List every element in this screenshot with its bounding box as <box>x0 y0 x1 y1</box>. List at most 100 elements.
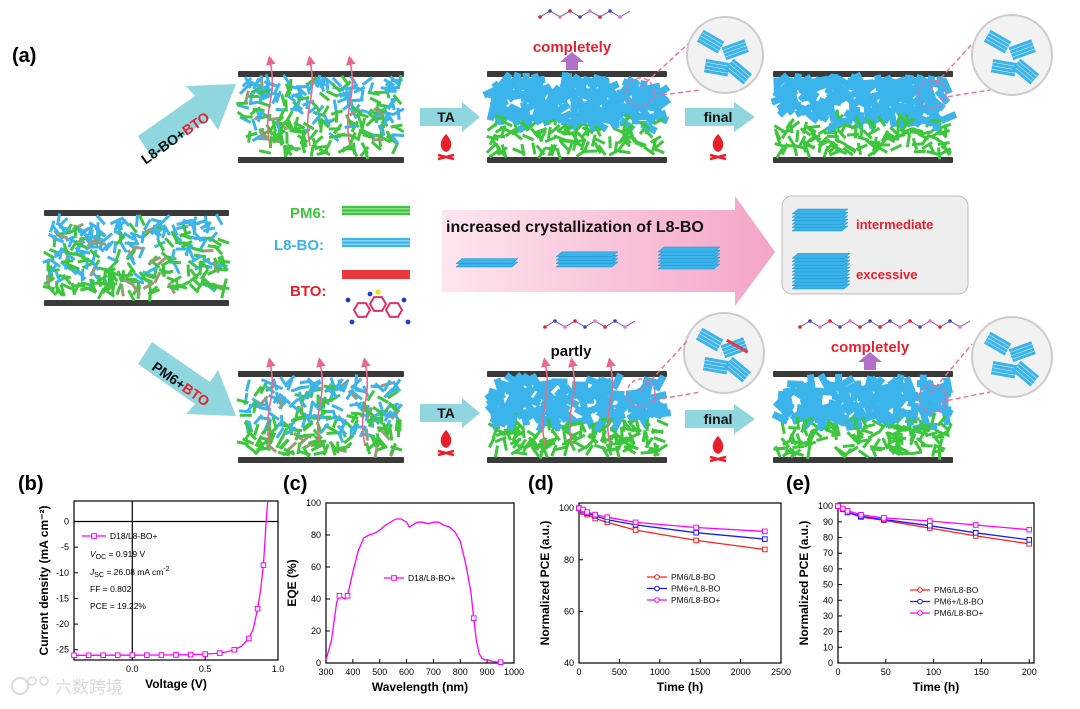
molecule <box>797 78 813 96</box>
molecule <box>834 137 847 146</box>
atom <box>838 325 842 329</box>
molecule <box>510 90 528 101</box>
molecule <box>590 134 597 147</box>
legend-bto-sample <box>342 270 410 279</box>
morphology-schematic <box>42 9 1053 463</box>
flame-icon <box>712 436 724 454</box>
stacked-molecule <box>1012 351 1036 363</box>
y-tick-label: 100 <box>559 503 574 513</box>
molecule <box>383 78 396 87</box>
molecule <box>854 115 863 128</box>
film-initial <box>42 210 231 306</box>
bond <box>959 320 971 328</box>
molecule <box>942 144 952 157</box>
escape-arrow <box>316 357 326 447</box>
legend-marker <box>917 598 923 605</box>
molecule <box>75 241 88 250</box>
ring <box>384 302 404 318</box>
molecule <box>571 139 584 148</box>
molecule <box>174 240 188 245</box>
molecule <box>354 388 367 394</box>
bond <box>619 10 631 18</box>
molecule <box>176 224 189 231</box>
y-tick-label: 60 <box>564 606 574 616</box>
molecule <box>774 445 782 458</box>
stacked-molecule <box>991 367 1016 376</box>
molecule <box>486 134 499 141</box>
molecule <box>817 97 836 110</box>
molecule <box>275 436 284 449</box>
y-tick-label: 100 <box>306 498 321 508</box>
molecule <box>626 407 644 422</box>
molecule <box>143 272 156 280</box>
molecule <box>244 90 250 103</box>
stacked-molecule <box>991 65 1016 74</box>
molecule <box>107 271 111 284</box>
molecule <box>266 443 278 454</box>
stacked-molecule <box>987 334 1010 350</box>
molecule <box>371 137 384 142</box>
data-point <box>926 518 933 524</box>
data-point <box>85 652 92 659</box>
molecule <box>561 121 571 134</box>
molecule <box>279 121 284 135</box>
molecule <box>916 426 930 433</box>
molecule <box>869 140 883 147</box>
molecule <box>309 144 315 157</box>
atom <box>608 9 612 13</box>
crystallization-arrow <box>442 196 775 306</box>
bond <box>949 320 961 328</box>
stacked-molecule <box>657 246 721 253</box>
zoom-link <box>639 43 689 89</box>
molecule <box>559 407 577 424</box>
molecule <box>930 412 936 426</box>
stacked-molecule <box>985 35 1008 51</box>
molecule <box>60 282 73 291</box>
molecule <box>830 143 843 152</box>
molecule <box>275 427 285 439</box>
molecule <box>605 447 619 452</box>
molecule <box>913 440 923 453</box>
data-point <box>632 519 639 526</box>
atom <box>553 319 557 323</box>
data-point <box>344 593 351 599</box>
molecule <box>52 236 65 244</box>
molecule <box>215 213 224 226</box>
y-tick-label: 80 <box>564 555 574 565</box>
y-axis-label: Normalized PCE (a.u.) <box>538 521 552 646</box>
molecule <box>263 91 277 97</box>
molecule <box>611 433 622 445</box>
stacked-molecule <box>697 333 720 349</box>
molecule <box>280 93 287 107</box>
molecule <box>857 449 870 459</box>
molecule <box>243 430 252 443</box>
molecule <box>387 386 399 396</box>
molecule <box>97 266 111 273</box>
atom <box>898 325 902 329</box>
molecule <box>184 243 194 256</box>
atom <box>405 319 411 325</box>
molecule <box>297 396 308 409</box>
molecule <box>553 101 571 116</box>
molecule <box>376 425 390 432</box>
y-tick-label: -10 <box>56 568 69 578</box>
molecule <box>593 141 602 154</box>
molecule <box>896 439 903 453</box>
stacked-molecule <box>1018 360 1040 379</box>
molecule <box>638 121 651 130</box>
bond <box>889 320 901 328</box>
atom <box>558 15 562 19</box>
stacked-molecule <box>698 35 721 51</box>
molecule <box>55 233 69 240</box>
molecule <box>370 140 382 151</box>
molecule <box>594 86 612 102</box>
molecule <box>806 447 811 460</box>
stacked-molecule <box>727 64 748 82</box>
molecule <box>898 407 916 420</box>
molecule <box>864 91 882 102</box>
molecule <box>342 89 353 101</box>
molecule <box>900 127 914 135</box>
bond <box>604 320 616 328</box>
zoom-link <box>939 89 991 99</box>
molecule <box>380 429 391 441</box>
